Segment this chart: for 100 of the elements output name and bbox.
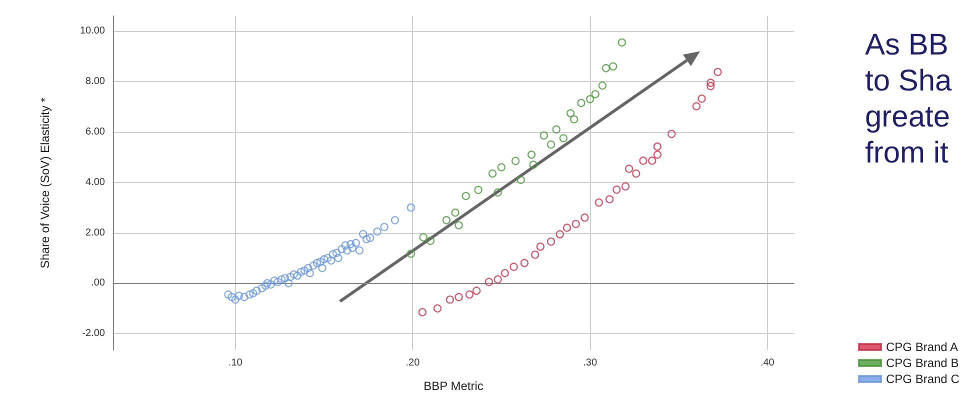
- point: [559, 134, 568, 142]
- point: [570, 115, 578, 124]
- point: [556, 230, 564, 238]
- point: [668, 130, 676, 138]
- point: [562, 224, 572, 232]
- point: [406, 250, 416, 258]
- point: [618, 38, 626, 47]
- point: [714, 68, 722, 76]
- point: [358, 230, 368, 238]
- point: [323, 254, 332, 262]
- point: [529, 160, 538, 169]
- point: [332, 248, 341, 258]
- point: [566, 109, 575, 118]
- point: [390, 216, 400, 224]
- point: [621, 182, 630, 190]
- point: [320, 255, 328, 264]
- point: [653, 142, 662, 151]
- point: [249, 289, 258, 298]
- text: to Sha: [865, 64, 952, 98]
- point: [540, 131, 548, 140]
- point: [520, 258, 529, 268]
- legend-label: CPG Brand A: [886, 340, 958, 354]
- legend-label: CPG Brand B: [886, 356, 959, 370]
- point: [454, 221, 463, 230]
- point: [309, 261, 318, 270]
- legend-label: CPG Brand C: [886, 372, 960, 386]
- point: [511, 156, 520, 166]
- point: [240, 292, 248, 302]
- text: greate: [865, 100, 950, 134]
- point: [352, 238, 360, 247]
- point: [488, 169, 497, 178]
- point: [639, 156, 648, 165]
- point: [327, 256, 336, 265]
- point: [591, 90, 600, 98]
- point: [609, 62, 618, 71]
- point: [500, 269, 510, 278]
- point: [338, 245, 346, 254]
- point: [346, 240, 355, 248]
- point: [231, 295, 240, 304]
- point: [706, 78, 715, 87]
- point: [316, 258, 325, 266]
- point: [290, 270, 298, 278]
- point: [546, 238, 556, 246]
- point: [293, 272, 302, 280]
- point: [465, 290, 474, 299]
- point: [510, 262, 518, 271]
- point: [419, 233, 428, 242]
- point: [274, 278, 282, 286]
- point: [442, 216, 451, 224]
- point: [362, 234, 371, 244]
- x-axis-title: BBP Metric: [424, 379, 484, 393]
- point: [380, 222, 388, 232]
- point: [648, 156, 656, 165]
- point: [270, 276, 278, 285]
- point: [653, 150, 662, 159]
- y-tick-label: -2.00: [82, 328, 106, 340]
- point: [277, 275, 286, 284]
- point: [418, 308, 427, 316]
- point: [536, 242, 544, 251]
- point: [306, 269, 314, 278]
- point: [234, 292, 244, 300]
- point: [286, 272, 294, 281]
- point: [258, 284, 266, 292]
- point: [328, 250, 338, 258]
- point: [516, 176, 525, 184]
- x-tick-label: .40: [760, 358, 775, 368]
- x-tick-label: .10: [228, 358, 243, 368]
- point: [632, 169, 640, 178]
- y-tick-label: 8.00: [86, 76, 106, 88]
- point: [497, 163, 506, 172]
- point: [484, 278, 494, 286]
- y-tick-label: 2.00: [86, 227, 106, 238]
- point: [433, 304, 442, 313]
- point: [263, 279, 272, 288]
- point: [454, 292, 463, 302]
- point: [343, 246, 352, 255]
- point: [355, 246, 364, 255]
- point: [312, 258, 322, 268]
- point: [530, 250, 540, 259]
- point: [252, 286, 261, 295]
- point: [266, 280, 275, 289]
- point: [605, 195, 614, 204]
- point: [462, 192, 470, 200]
- point: [280, 274, 290, 282]
- point: [692, 102, 701, 110]
- point: [300, 266, 309, 275]
- point: [474, 186, 482, 194]
- point: [284, 279, 293, 288]
- point: [706, 82, 715, 90]
- y-tick-label: 4.00: [86, 176, 106, 188]
- y-axis-title: Share of Voice (SoV) Elasticity *: [38, 97, 52, 268]
- point: [451, 208, 460, 217]
- point: [577, 98, 586, 108]
- point: [296, 268, 306, 276]
- text: from it: [865, 136, 949, 170]
- point: [586, 95, 594, 104]
- point: [472, 286, 481, 295]
- point: [406, 203, 416, 212]
- point: [598, 81, 607, 90]
- point: [426, 236, 435, 245]
